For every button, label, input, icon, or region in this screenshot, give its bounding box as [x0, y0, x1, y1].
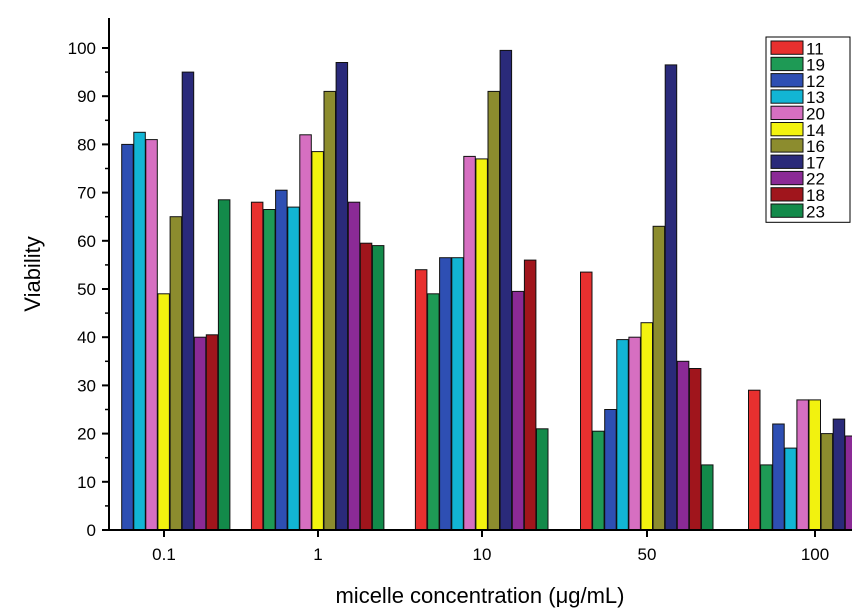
legend-swatch-19: [770, 56, 804, 72]
axes-layer: [108, 18, 852, 531]
y-tick-label: 50: [77, 280, 96, 299]
legend-label-13: 13: [806, 88, 825, 107]
x-tick-label: 50: [638, 545, 657, 564]
x-tick-label: 0.1: [152, 545, 176, 564]
bar-19-50: [592, 430, 605, 531]
legend-label-14: 14: [806, 121, 825, 140]
bar-14-50: [640, 322, 653, 531]
bar-11-100: [748, 389, 761, 531]
bar-17-1: [335, 62, 349, 531]
legend-label-22: 22: [806, 170, 825, 189]
bar-13-10: [451, 257, 464, 531]
bar-14-1: [311, 151, 324, 531]
y-tick-label: 0: [87, 521, 96, 540]
bar-13-50: [616, 339, 629, 531]
bar-17-50: [664, 64, 678, 531]
y-tick-label: 60: [77, 232, 96, 251]
bar-23-1: [371, 245, 385, 531]
bar-22-100: [844, 435, 852, 531]
bar-16-0.1: [169, 216, 183, 531]
bar-13-0.1: [133, 131, 146, 531]
legend-label-11: 11: [806, 39, 824, 58]
bar-20-1: [299, 134, 312, 531]
y-tick-label: 40: [77, 328, 96, 347]
legend-label-17: 17: [806, 153, 825, 172]
y-tick-label: 90: [77, 87, 96, 106]
y-tick-label: 30: [77, 376, 96, 395]
x-ticks: 0.1 1 10 50 100: [152, 530, 829, 564]
bar-16-10: [487, 90, 500, 531]
bar-12-0.1: [121, 143, 134, 531]
bar-12-1: [275, 189, 288, 531]
bar-16-100: [820, 433, 834, 531]
bar-20-10: [463, 155, 476, 531]
bar-18-1: [359, 242, 373, 531]
bar-13-1: [287, 206, 300, 531]
bar-12-100: [772, 423, 785, 531]
legend-label-18: 18: [806, 186, 825, 205]
legend-swatch-20: [770, 105, 804, 120]
bar-17-100: [832, 418, 846, 531]
bar-22-0.1: [193, 336, 207, 531]
legend-label-20: 20: [806, 105, 825, 124]
bar-18-50: [688, 368, 702, 531]
legend-swatch-17: [770, 154, 804, 169]
bar-11-10: [414, 269, 428, 531]
legend-label-12: 12: [806, 72, 825, 91]
bar-14-0.1: [157, 293, 170, 531]
x-tick-label: 10: [473, 545, 492, 564]
legend-swatch-18: [770, 187, 804, 202]
bar-19-100: [760, 464, 773, 531]
legend-label-23: 23: [806, 202, 825, 221]
bar-23-10: [536, 428, 549, 531]
bar-19-1: [263, 209, 276, 531]
bar-14-10: [475, 158, 488, 531]
y-axis-label: Viability: [20, 236, 45, 311]
y-tick-label: 80: [77, 135, 96, 154]
legend-swatch-22: [770, 170, 804, 186]
legend-label-19: 19: [806, 56, 825, 75]
legend-swatch-23: [770, 203, 804, 218]
bar-12-50: [604, 409, 617, 531]
bars-layer: [121, 49, 852, 531]
bar-19-10: [427, 293, 440, 531]
bar-20-50: [628, 336, 641, 531]
legend-label-16: 16: [806, 137, 825, 156]
bar-20-0.1: [145, 139, 158, 531]
legend-swatch-12: [770, 73, 804, 88]
x-axis-label: micelle concentration (μg/mL): [335, 583, 624, 608]
legend-swatch-16: [770, 138, 804, 153]
bar-14-100: [808, 399, 821, 531]
y-tick-label: 70: [77, 184, 96, 203]
bar-16-50: [652, 225, 666, 531]
bar-11-50: [580, 271, 593, 531]
bar-13-100: [784, 447, 797, 531]
y-ticks: 0 10 20 30 40 50 60 70 80 90 100: [68, 39, 109, 540]
bar-16-1: [323, 90, 336, 531]
bar-22-10: [511, 290, 525, 531]
x-tick-label: 100: [801, 545, 829, 564]
x-tick-label: 1: [313, 545, 322, 564]
legend-swatch-11: [770, 40, 804, 55]
bar-18-10: [523, 259, 537, 531]
bar-22-50: [676, 360, 690, 531]
bar-20-100: [796, 399, 809, 531]
y-tick-label: 10: [77, 473, 96, 492]
bar-17-10: [499, 49, 513, 531]
bar-23-50: [701, 464, 714, 531]
bar-17-0.1: [181, 71, 195, 531]
bar-18-0.1: [205, 334, 219, 531]
bar-12-10: [439, 257, 452, 531]
bar-23-0.1: [217, 199, 231, 531]
legend-swatch-14: [770, 122, 804, 137]
bar-22-1: [347, 201, 361, 531]
bar-11-1: [250, 201, 264, 531]
y-tick-label: 20: [77, 425, 96, 444]
y-tick-label: 100: [68, 39, 96, 58]
legend-swatch-13: [770, 89, 804, 104]
